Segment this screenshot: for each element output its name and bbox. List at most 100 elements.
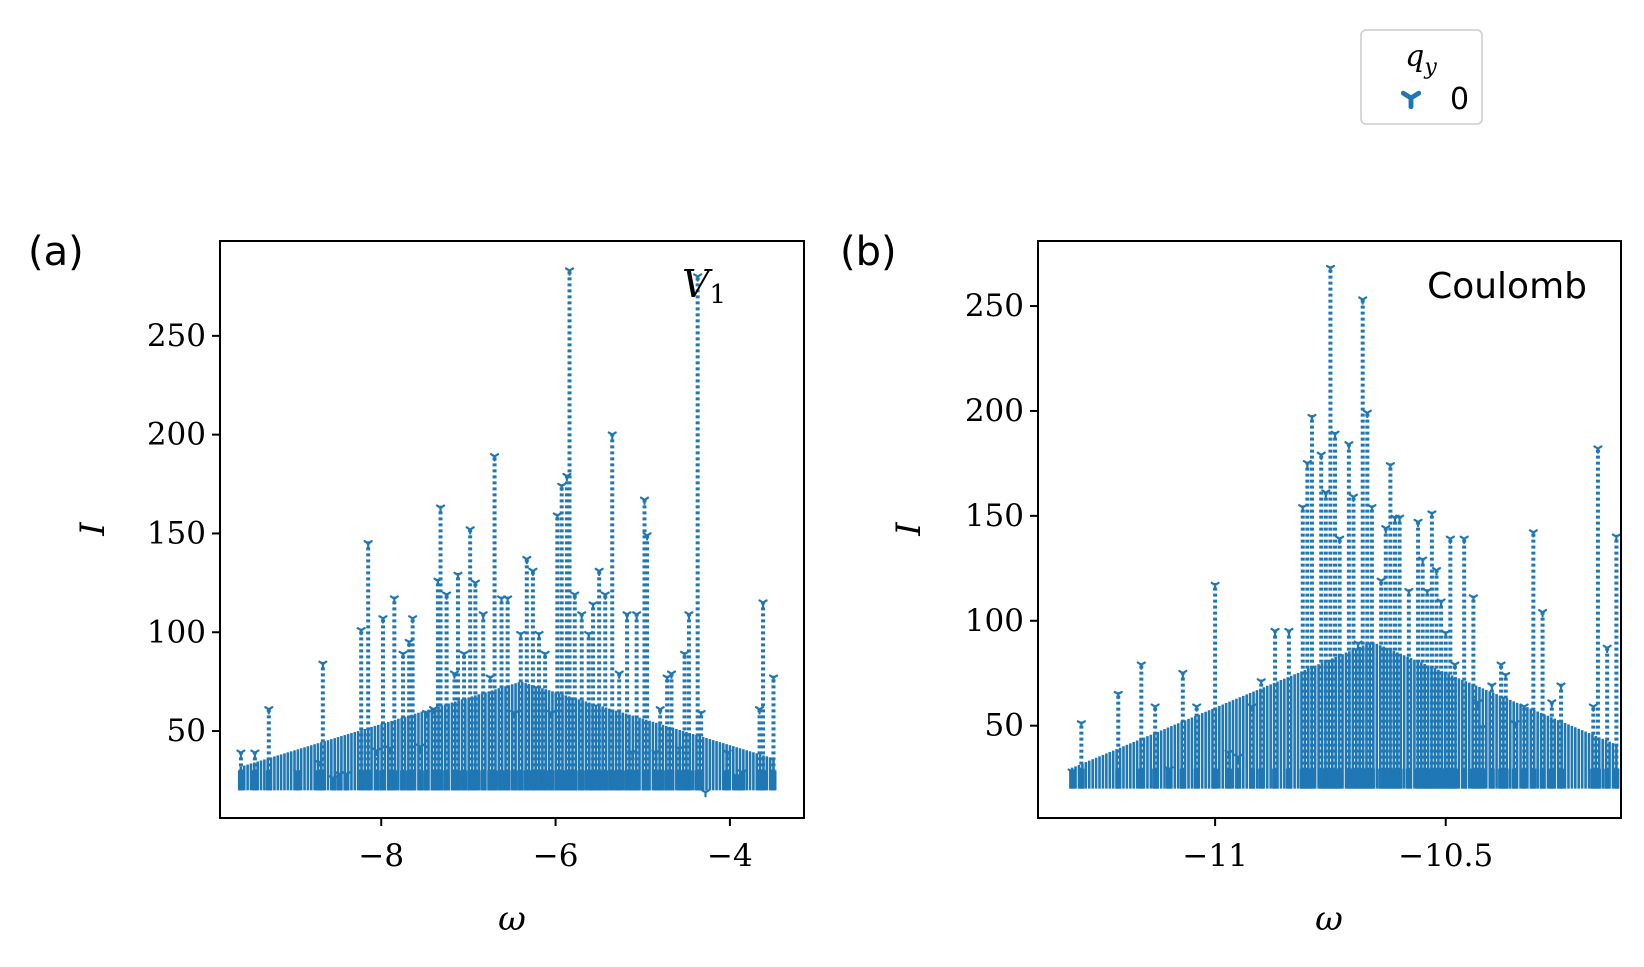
xtick-label: −10.5: [1398, 838, 1493, 874]
peak-marker: [459, 650, 469, 660]
panel-a-points: [236, 267, 779, 798]
peak-column: [1593, 445, 1603, 789]
peak-base: [467, 770, 474, 791]
ytick-label: 100: [147, 614, 206, 650]
panel-a-annotation: V1: [682, 262, 726, 310]
peak-marker: [1376, 577, 1386, 586]
peak-base: [443, 770, 450, 791]
peak-marker: [1547, 699, 1557, 708]
peak-marker: [1413, 518, 1423, 528]
ytick-label: 50: [167, 713, 206, 749]
peak-column: [415, 743, 426, 791]
peak-marker: [435, 504, 446, 513]
peak-base: [1447, 768, 1454, 789]
peak-marker: [1422, 587, 1432, 597]
panel-b-frame: [1037, 240, 1622, 819]
peak-marker: [1528, 529, 1538, 538]
peak-marker: [489, 453, 500, 462]
peak-column: [552, 512, 562, 791]
peak-marker: [1307, 413, 1317, 423]
panel-b-xlabel: ω: [1315, 899, 1343, 939]
peak-base: [1433, 768, 1440, 789]
peak-base: [1461, 768, 1468, 789]
peak-base: [423, 770, 430, 791]
peak-marker: [1192, 703, 1202, 712]
peak-column: [1473, 699, 1483, 789]
peak-marker: [236, 749, 246, 758]
peak-marker: [264, 706, 274, 715]
peak-column: [1537, 608, 1548, 789]
peak-marker: [356, 627, 366, 636]
peak-column: [1367, 504, 1377, 789]
panel-tag-a: (a): [28, 229, 84, 275]
panel-a-xticks: −8 −6 −4: [358, 818, 753, 874]
ytick-label: 200: [965, 393, 1024, 429]
peak-base: [554, 770, 561, 791]
peak-base: [400, 770, 407, 791]
peak-base: [430, 770, 437, 791]
peak-base: [698, 770, 705, 791]
peak-column: [1445, 535, 1455, 789]
panel-b: (b) 50 100 150 200 250 −11 −10.5 Coulomb ω I: [840, 229, 1622, 939]
xtick-label: −4: [707, 838, 753, 874]
peak-column: [679, 650, 690, 791]
peak-marker: [768, 674, 779, 683]
peak-marker: [1602, 644, 1612, 654]
peak-column: [385, 745, 395, 791]
panel-a-annotation-subscript: 1: [709, 280, 726, 310]
peak-base: [668, 770, 675, 791]
peak-marker: [1150, 703, 1160, 712]
panel-b-points: [1067, 264, 1621, 789]
peak-marker: [408, 615, 418, 624]
ytick-label: 250: [965, 288, 1024, 324]
legend-box: [1360, 29, 1483, 125]
peak-base: [417, 770, 424, 791]
peak-base: [1488, 768, 1495, 789]
peak-marker: [1537, 608, 1548, 618]
peak-marker: [318, 660, 328, 669]
peak-column: [372, 747, 382, 791]
peak-base: [1594, 768, 1601, 789]
peak-marker: [1076, 720, 1086, 729]
peak-marker: [1178, 669, 1188, 679]
peak-marker: [1362, 409, 1372, 419]
dense-band: [239, 682, 775, 791]
peak-column: [341, 771, 351, 791]
peak-base: [1235, 768, 1242, 789]
peak-column: [485, 674, 495, 791]
peak-base: [379, 770, 386, 791]
legend-entry-label: 0: [1450, 82, 1469, 117]
peak-marker: [570, 591, 580, 600]
dense-band: [1070, 642, 1618, 789]
peak-marker: [1487, 682, 1497, 691]
peak-marker: [1325, 264, 1336, 274]
peak-column: [465, 526, 475, 791]
peak-marker: [465, 526, 475, 535]
peak-column: [1325, 264, 1336, 789]
peak-marker: [1468, 594, 1479, 603]
peak-column: [700, 789, 711, 798]
peak-marker: [614, 670, 624, 679]
peak-column: [1487, 682, 1497, 789]
xtick-label: −11: [1182, 838, 1247, 874]
peak-column: [1431, 567, 1442, 789]
peak-column: [1353, 640, 1363, 789]
xtick-label: −6: [533, 838, 579, 874]
ytick-label: 250: [147, 318, 206, 354]
peak-base: [1115, 768, 1122, 789]
panel-b-yticks: 50 100 150 200 250: [965, 288, 1038, 744]
peak-column: [328, 775, 338, 791]
peak-marker: [758, 599, 768, 608]
peak-marker: [470, 579, 480, 588]
ytick-label: 150: [147, 515, 206, 551]
ytick-label: 200: [147, 417, 206, 453]
peak-marker: [503, 595, 513, 604]
peak-marker: [453, 571, 463, 581]
peak-marker: [1556, 682, 1566, 691]
peak-column: [1233, 753, 1243, 789]
ytick-label: 150: [965, 498, 1024, 534]
ytick-label: 50: [985, 708, 1024, 744]
peak-marker: [1427, 510, 1437, 519]
peak-marker: [1113, 690, 1123, 700]
peak-marker: [1436, 598, 1446, 607]
